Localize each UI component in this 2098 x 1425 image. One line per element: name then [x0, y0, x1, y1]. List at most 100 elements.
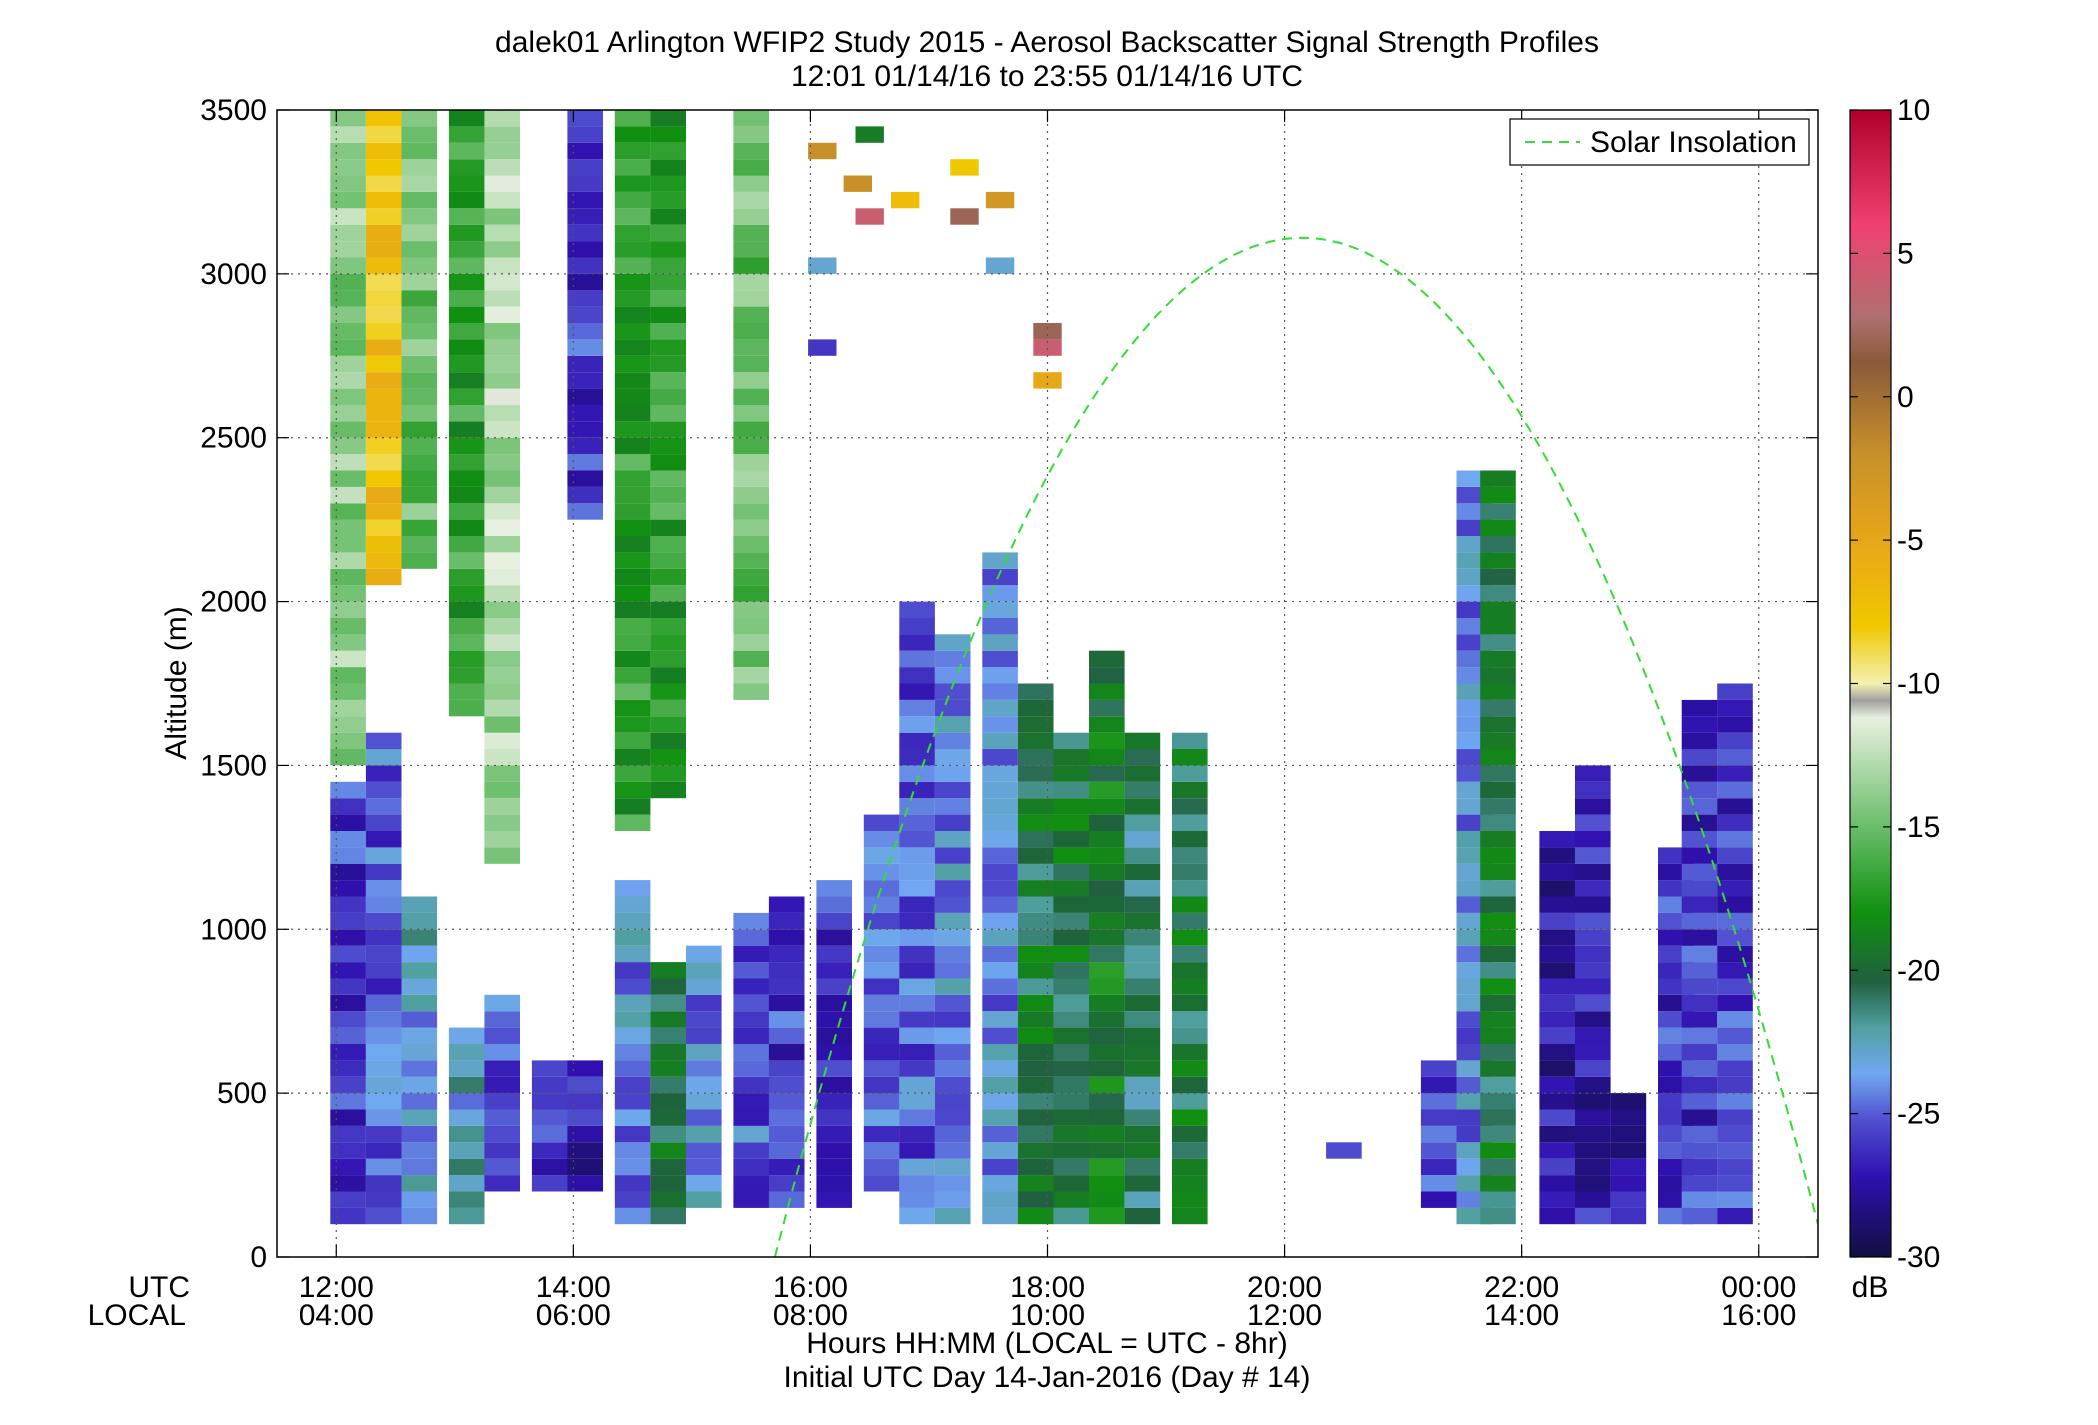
- heatmap-cell: [448, 175, 485, 192]
- heatmap-cell: [1124, 1158, 1161, 1176]
- heatmap-cell: [1172, 765, 1208, 782]
- heatmap-cell: [567, 208, 603, 225]
- heatmap-cell: [365, 1027, 402, 1044]
- heatmap-cell: [863, 994, 900, 1012]
- heatmap-cell: [768, 1142, 805, 1159]
- heatmap-cell: [1681, 929, 1718, 946]
- heatmap-cell: [1172, 912, 1208, 930]
- heatmap-cell: [1089, 1044, 1125, 1061]
- heatmap-cell: [1539, 896, 1575, 913]
- heatmap-cell: [484, 1093, 520, 1110]
- heatmap-cell: [448, 1191, 485, 1208]
- heatmap-cell: [484, 175, 520, 192]
- heatmap-cell: [1681, 1044, 1718, 1061]
- heatmap-cell: [531, 1158, 568, 1176]
- heatmap-cell: [448, 634, 485, 651]
- heatmap-cell: [484, 683, 520, 700]
- heatmap-cell: [1420, 1109, 1457, 1126]
- y-tick-label: 2500: [200, 422, 267, 455]
- heatmap-cell: [330, 618, 366, 635]
- heatmap-cell: [401, 142, 438, 160]
- heatmap-cell: [484, 208, 520, 225]
- heatmap-cell: [401, 372, 438, 389]
- heatmap-cell: [1717, 683, 1753, 700]
- heatmap-cell: [1053, 1044, 1089, 1061]
- heatmap-cell: [330, 126, 366, 143]
- heatmap-cell: [1124, 1027, 1161, 1044]
- heatmap-cell: [1681, 1191, 1718, 1208]
- heatmap-cell: [1089, 880, 1125, 897]
- heatmap-cell: [567, 159, 603, 176]
- heatmap-cell: [484, 1027, 520, 1044]
- heatmap-cell: [1480, 896, 1516, 913]
- heatmap-cell: [1480, 1076, 1516, 1094]
- heatmap-cell: [1539, 863, 1575, 881]
- heatmap-cell: [1575, 1076, 1611, 1094]
- heatmap-cell: [567, 1060, 603, 1077]
- heatmap-cell: [1539, 994, 1575, 1012]
- heatmap-cell: [934, 1125, 971, 1143]
- heatmap-cell: [1017, 1027, 1054, 1044]
- heatmap-cell: [1124, 749, 1161, 766]
- heatmap-cell: [982, 1076, 1018, 1094]
- heatmap-cell: [614, 896, 651, 913]
- heatmap-cell: [1717, 716, 1753, 733]
- heatmap-cell: [1681, 1142, 1718, 1159]
- heatmap-cell: [733, 912, 769, 930]
- heatmap-cell: [448, 224, 485, 242]
- x-tick-label-local: 06:00: [536, 1299, 611, 1332]
- heatmap-cell: [484, 699, 520, 717]
- heatmap-cell: [1480, 1125, 1516, 1143]
- heatmap-cell: [650, 1142, 686, 1159]
- heatmap-cell: [1053, 929, 1089, 946]
- heatmap-cell: [1089, 994, 1125, 1012]
- heatmap-cell: [686, 962, 722, 979]
- heatmap-cell: [899, 1125, 935, 1143]
- heatmap-cell: [650, 585, 686, 602]
- heatmap-cell: [614, 552, 651, 569]
- heatmap-cell: [365, 355, 402, 373]
- heatmap-cell: [1089, 896, 1125, 913]
- heatmap-cell: [1089, 765, 1125, 782]
- heatmap-cell: [484, 536, 520, 553]
- heatmap-cell: [1124, 847, 1161, 864]
- heatmap-cell: [330, 437, 366, 455]
- heatmap-cell: [1681, 880, 1718, 897]
- heatmap-cell: [1610, 1158, 1647, 1176]
- heatmap-cell: [1053, 1109, 1089, 1126]
- heatmap-cell: [733, 978, 769, 995]
- heatmap-cell: [365, 912, 402, 930]
- heatmap-cell: [614, 601, 651, 618]
- heatmap-cell: [650, 634, 686, 651]
- heatmap-cell: [401, 962, 438, 979]
- heatmap-cell: [816, 1060, 852, 1077]
- heatmap-cell: [686, 1060, 722, 1077]
- heatmap-cell: [899, 1044, 935, 1061]
- heatmap-cell: [1717, 912, 1753, 930]
- heatmap-cell: [614, 421, 651, 438]
- heatmap-cell: [934, 716, 971, 733]
- y-axis: 0 500 1000 1500 2000 2500 3000 3500: [200, 94, 1818, 1274]
- heatmap-cell: [614, 159, 651, 176]
- heatmap-cell: [982, 552, 1018, 569]
- heatmap-cell: [365, 519, 402, 536]
- heatmap-cell: [330, 552, 366, 569]
- heatmap-cell: [1017, 814, 1054, 831]
- chart-subtitle: 12:01 01/14/16 to 23:55 01/14/16 UTC: [791, 60, 1303, 93]
- heatmap-cell: [1053, 945, 1089, 963]
- heatmap-cell: [1539, 880, 1575, 897]
- heatmap-cell: [448, 1175, 485, 1192]
- heatmap-cell: [484, 765, 520, 782]
- heatmap-cell: [1480, 945, 1516, 963]
- heatmap-cell: [899, 732, 935, 750]
- heatmap-cell: [401, 519, 438, 536]
- heatmap-cell: [686, 994, 722, 1012]
- heatmap-cell: [484, 126, 520, 143]
- heatmap-cell: [1575, 1125, 1611, 1143]
- heatmap-cell: [1172, 781, 1208, 799]
- heatmap-cell: [484, 454, 520, 471]
- heatmap-cell: [899, 1175, 935, 1192]
- heatmap-cell: [330, 208, 366, 225]
- heatmap-cell: [365, 339, 402, 356]
- heatmap-cell: [484, 110, 520, 127]
